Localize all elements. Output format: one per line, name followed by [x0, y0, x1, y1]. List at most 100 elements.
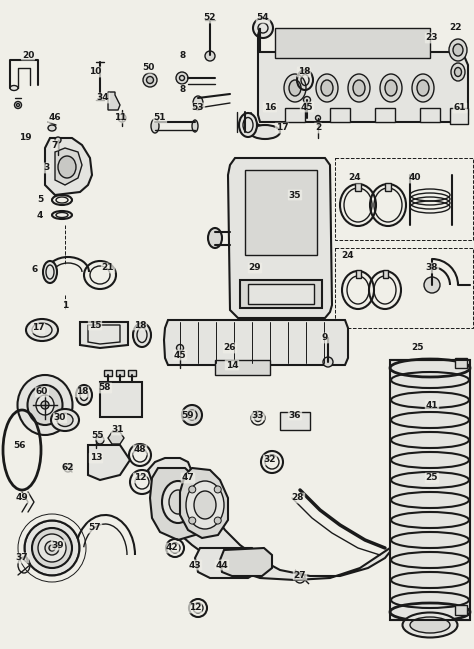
Text: 8: 8: [180, 86, 186, 95]
Text: 54: 54: [257, 14, 269, 23]
Bar: [375, 108, 395, 122]
Text: 8: 8: [180, 51, 186, 60]
Text: 30: 30: [54, 413, 66, 422]
Bar: [335, 158, 473, 240]
Text: 49: 49: [16, 493, 28, 502]
Ellipse shape: [186, 481, 224, 529]
Ellipse shape: [36, 395, 54, 415]
Ellipse shape: [205, 51, 215, 61]
Text: 55: 55: [92, 430, 104, 439]
Ellipse shape: [55, 137, 61, 143]
Text: 44: 44: [216, 561, 228, 570]
Text: 15: 15: [89, 321, 101, 330]
Bar: [455, 358, 467, 368]
Ellipse shape: [385, 80, 397, 96]
Text: 4: 4: [37, 210, 43, 219]
Bar: [104, 370, 112, 376]
Ellipse shape: [43, 261, 57, 283]
Text: 27: 27: [294, 570, 306, 580]
Text: 18: 18: [298, 67, 310, 77]
Ellipse shape: [453, 44, 463, 56]
Bar: [275, 28, 430, 58]
Polygon shape: [220, 548, 272, 576]
Text: 1: 1: [62, 300, 68, 310]
Ellipse shape: [10, 86, 18, 90]
Ellipse shape: [410, 617, 450, 633]
Ellipse shape: [57, 413, 73, 426]
Ellipse shape: [49, 545, 55, 551]
Ellipse shape: [176, 345, 183, 352]
Text: 25: 25: [412, 343, 424, 352]
Text: 23: 23: [426, 34, 438, 42]
Bar: [116, 370, 124, 376]
Ellipse shape: [255, 415, 262, 421]
Ellipse shape: [51, 409, 79, 431]
Text: 51: 51: [154, 114, 166, 123]
Text: 53: 53: [192, 103, 204, 112]
Text: 47: 47: [182, 474, 194, 482]
Polygon shape: [180, 468, 228, 538]
Ellipse shape: [64, 464, 72, 472]
Ellipse shape: [449, 39, 467, 61]
Ellipse shape: [303, 97, 310, 103]
Text: 52: 52: [204, 14, 216, 23]
Text: 60: 60: [36, 387, 48, 397]
Text: 6: 6: [32, 265, 38, 275]
Text: 3: 3: [44, 164, 50, 173]
Ellipse shape: [316, 116, 320, 121]
Polygon shape: [150, 468, 205, 540]
Bar: [240, 280, 322, 308]
Text: 12: 12: [189, 604, 201, 613]
Ellipse shape: [417, 80, 429, 96]
Text: 59: 59: [182, 411, 194, 419]
Text: 50: 50: [142, 64, 154, 73]
Ellipse shape: [96, 436, 104, 444]
Text: 41: 41: [426, 400, 438, 410]
Text: 21: 21: [102, 263, 114, 273]
Polygon shape: [88, 445, 130, 480]
Bar: [450, 108, 468, 124]
Polygon shape: [228, 158, 332, 318]
Ellipse shape: [162, 481, 194, 523]
Ellipse shape: [250, 125, 280, 139]
Text: 13: 13: [90, 454, 102, 463]
Ellipse shape: [192, 120, 198, 132]
Polygon shape: [195, 548, 260, 578]
Text: 28: 28: [292, 493, 304, 502]
Ellipse shape: [402, 613, 457, 637]
Ellipse shape: [182, 405, 202, 425]
Text: 58: 58: [99, 384, 111, 393]
Bar: [215, 360, 270, 375]
Ellipse shape: [193, 96, 203, 110]
Text: 56: 56: [14, 441, 26, 450]
Polygon shape: [108, 92, 120, 110]
Text: 17: 17: [32, 323, 44, 332]
Ellipse shape: [151, 119, 159, 133]
Text: 43: 43: [189, 561, 201, 570]
Ellipse shape: [187, 410, 197, 420]
Ellipse shape: [424, 277, 440, 293]
Bar: [248, 284, 314, 304]
Text: 46: 46: [49, 114, 61, 123]
Text: 38: 38: [426, 263, 438, 273]
Text: 31: 31: [112, 426, 124, 434]
Text: 62: 62: [62, 463, 74, 472]
Ellipse shape: [118, 114, 126, 122]
Text: 7: 7: [52, 140, 58, 149]
Text: 29: 29: [249, 263, 261, 273]
Ellipse shape: [353, 80, 365, 96]
Text: 57: 57: [89, 524, 101, 532]
Text: 32: 32: [264, 456, 276, 465]
Bar: [285, 108, 305, 122]
Ellipse shape: [208, 228, 222, 248]
Ellipse shape: [380, 74, 402, 102]
Ellipse shape: [41, 401, 49, 409]
Bar: [383, 270, 388, 278]
Text: 45: 45: [301, 103, 313, 112]
Polygon shape: [148, 458, 425, 580]
Text: 12: 12: [134, 474, 146, 482]
Text: 18: 18: [76, 387, 88, 397]
Text: 45: 45: [173, 350, 186, 360]
Text: 35: 35: [289, 191, 301, 199]
Text: 36: 36: [289, 411, 301, 419]
